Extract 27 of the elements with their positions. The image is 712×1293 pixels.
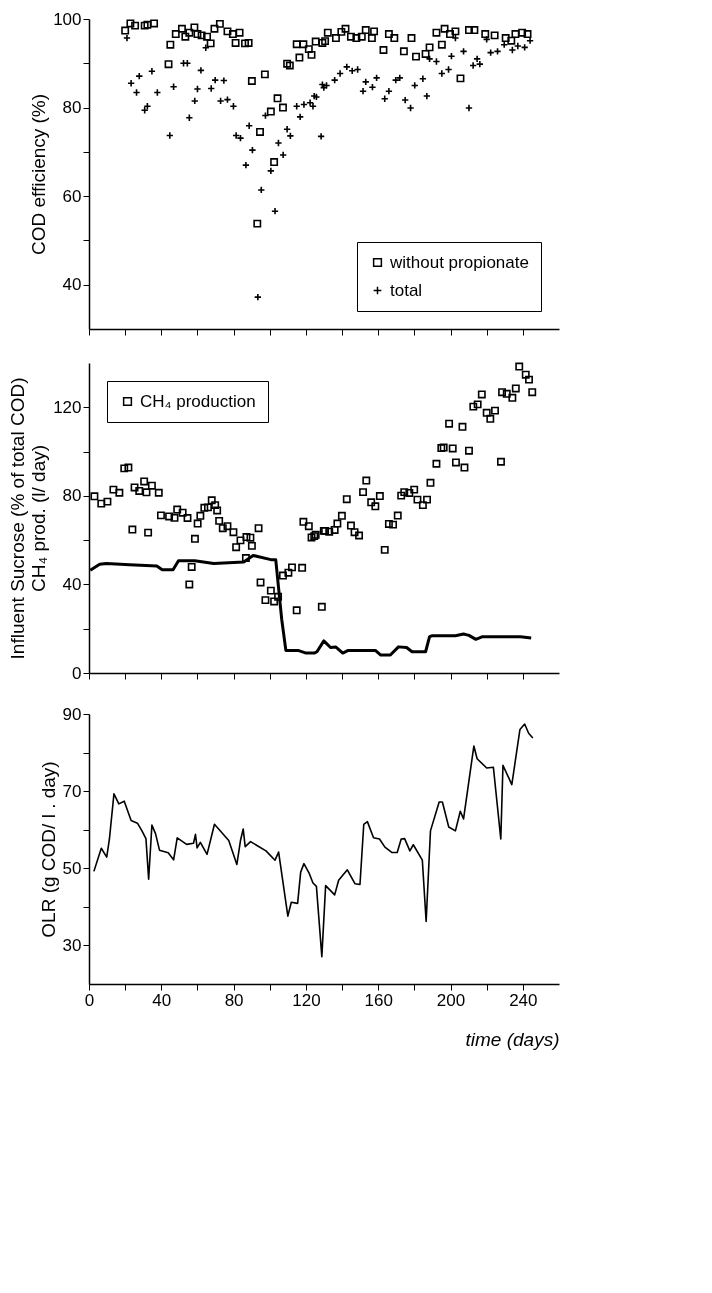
x-tick-label: 80 (224, 990, 244, 1010)
x-tick-label: 40 (152, 990, 172, 1010)
x-tick-label: 0 (84, 990, 95, 1010)
y-tick-label: 80 (62, 98, 82, 118)
y-tick-label: 50 (62, 858, 82, 878)
y-axis-title: COD efficiency (%) (28, 93, 50, 256)
y-tick-label: 40 (62, 574, 82, 594)
y-tick-label: 90 (62, 704, 82, 724)
y-tick-label: 40 (62, 275, 82, 295)
line-series (93, 723, 534, 958)
legend-label: CH₄ production (140, 391, 256, 411)
y-axis-title: Influent Sucrose (% of total COD) CH₄ prod. (l/ day) (7, 377, 50, 660)
legend-label: total (390, 280, 423, 300)
y-tick-label: 100 (53, 9, 82, 29)
x-tick-label: 160 (364, 990, 393, 1010)
x-tick-label: 240 (509, 990, 538, 1010)
x-tick-label: 200 (436, 990, 466, 1010)
y-tick-label: 80 (62, 486, 82, 506)
y-tick-label: 70 (62, 781, 82, 801)
y-tick-label: 120 (53, 397, 82, 417)
x-axis-title: time (days) (465, 1028, 560, 1050)
y-tick-label: 30 (62, 935, 82, 955)
legend-label: without propionate (389, 252, 529, 272)
y-axis-title: OLR (g COD/ l . day) (37, 761, 59, 938)
x-tick-label: 120 (292, 990, 321, 1010)
y-tick-label: 60 (62, 186, 82, 206)
y-tick-label: 0 (72, 663, 82, 683)
